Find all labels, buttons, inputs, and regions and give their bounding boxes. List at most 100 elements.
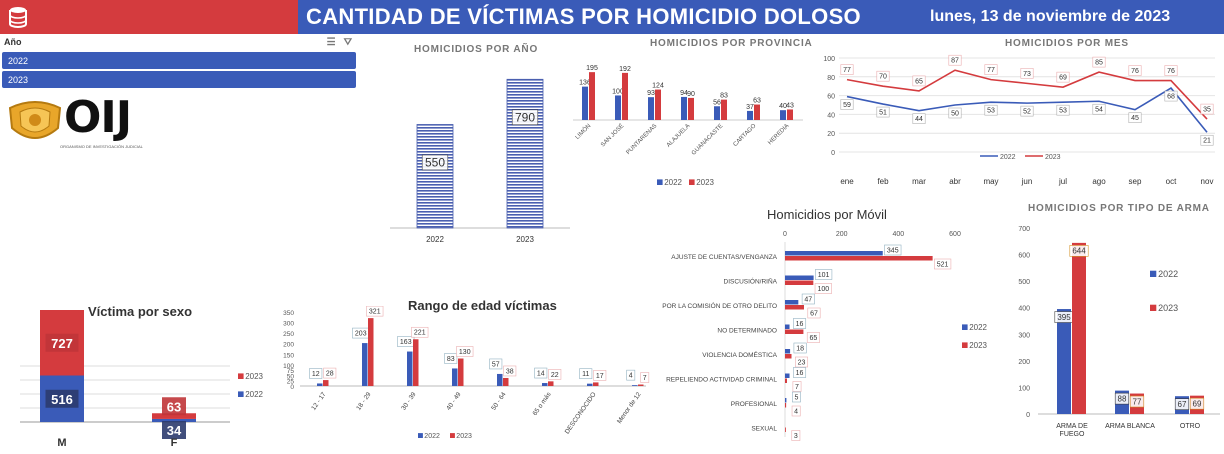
data-label-2022-6-box (792, 391, 801, 403)
bar-2022-3 (681, 96, 687, 120)
x-tick-3: 40 - 49 (445, 391, 463, 412)
data-label-2022-10-box (1200, 134, 1214, 146)
x-tick-6: HEREDIA (767, 123, 790, 146)
data-label-2023-10: 35 (1203, 107, 1211, 114)
data-label-2022-2: 44 (915, 116, 923, 123)
slicer-item-2023[interactable]: 2023 (2, 71, 356, 88)
legend-2023-label: 2023 (696, 178, 714, 187)
bar-2023-1 (785, 280, 814, 285)
bar-2023-4 (785, 354, 792, 359)
x-tick-200: 200 (836, 231, 848, 238)
data-label-2023-0: 644 (1072, 247, 1086, 256)
data-label-2022-3-box (948, 107, 962, 119)
data-label-2022-1: 51 (879, 110, 887, 117)
data-label-2022-1-box (1114, 392, 1130, 405)
data-label-2023-7-box (640, 372, 650, 383)
data-label-2023-9-box (1164, 65, 1178, 76)
data-label-2022-1-box (876, 106, 890, 118)
data-label-2023-2: 67 (810, 310, 818, 317)
bar-2022-1 (615, 95, 621, 120)
data-label-2023-3-box (806, 332, 820, 343)
y-tick-300: 300 (1018, 332, 1030, 339)
data-label-2022-0-box (840, 99, 854, 110)
data-label-2022-9: 68 (1167, 94, 1175, 101)
bar-2023-0 (323, 380, 329, 386)
bar-2022-1 (362, 343, 368, 386)
x-tick-ago: ago (1092, 177, 1106, 186)
data-label-2023-1: 321 (369, 309, 381, 316)
data-label-2023-1: 100 (817, 286, 829, 293)
data-label-2023-6-box (593, 370, 607, 381)
data-label-2023-F-box (162, 397, 186, 416)
data-label-2023-5-box (1020, 68, 1034, 79)
data-label-2022-1: 101 (818, 272, 830, 279)
data-label-2022-0-box (884, 244, 902, 256)
data-label-2022-1: 88 (1118, 394, 1127, 403)
x-tick-F: F (171, 437, 178, 449)
y-tick-100: 100 (1018, 385, 1030, 392)
chart-title-por-mes: HOMICIDIOS POR MES (1005, 38, 1129, 49)
legend-2023-swatch (238, 373, 244, 379)
data-label-2022-6: 11 (582, 371, 589, 378)
legend-2023-swatch (689, 179, 695, 185)
multi-select-icon[interactable]: ☰ (326, 36, 336, 48)
data-label-2022-1-box (815, 269, 833, 280)
bar-2022-3 (785, 324, 790, 329)
bar-2023 (506, 78, 544, 229)
x-tick-nov: nov (1201, 177, 1214, 186)
legend-2023-swatch (962, 342, 968, 348)
legend-2023-label: 2023 (1045, 154, 1061, 161)
legend-2022-swatch (657, 179, 663, 185)
bar-2023-4 (503, 377, 509, 386)
logo-text: OIJ (64, 92, 132, 143)
data-label-2023-2: 65 (915, 78, 923, 85)
bar-2023-6 (787, 109, 793, 120)
data-label-2022: 550 (425, 156, 445, 170)
legend-2022-label: 2022 (1158, 269, 1178, 279)
y-tick-400: 400 (1018, 306, 1030, 313)
data-label-2023-5: 63 (753, 98, 761, 105)
page-title: CANTIDAD DE VÍCTIMAS POR HOMICIDIO DOLOS… (306, 4, 861, 29)
data-label-2023: 790 (515, 110, 535, 124)
data-label-2022-6: 5 (794, 394, 798, 401)
data-label-2023-0-box (840, 64, 854, 75)
x-tick-4: 50 - 64 (490, 391, 508, 412)
legend-2023-label: 2023 (1158, 303, 1178, 313)
bar-2022-4 (714, 106, 720, 120)
data-label-2023-2: 124 (652, 83, 664, 90)
slicer-item-2022[interactable]: 2022 (2, 52, 356, 69)
bar-2022-5 (785, 373, 790, 378)
y-tick-80: 80 (827, 75, 835, 82)
legend-2023-swatch (450, 433, 455, 438)
chart-por-arma: 0 100 200 300 400 500 600 700 395 644 ARMA DEFUEGO… (1018, 226, 1220, 438)
chart-por-sexo: 516 727 M 34 63 F 2023 2022 (20, 310, 264, 449)
data-label-2022-3-box (793, 318, 807, 329)
data-label-2022-2: 163 (400, 339, 412, 346)
legend-2023-label: 2023 (245, 372, 263, 381)
data-label-2023-4: 77 (987, 67, 995, 74)
data-label-2022-2-box (912, 113, 926, 124)
data-label-2023-8-box (1128, 65, 1142, 76)
bar-2023-1 (622, 72, 628, 120)
data-label-2023-10-box (1200, 103, 1214, 115)
bar-2022-1 (785, 275, 814, 280)
year-slicer: Año ☰ ⛛ 2022 2023 (0, 34, 358, 96)
data-label-2023-5-box (548, 369, 562, 380)
bar-2023-5 (548, 381, 554, 386)
x-tick-2: OTRO (1180, 423, 1201, 430)
x-tick-1: SAN JOSÉ (599, 122, 625, 148)
slicer-header: Año ☰ ⛛ (0, 34, 358, 50)
bar-2022-2 (785, 300, 799, 305)
x-tick-5: CARTAGO (733, 123, 758, 148)
data-label-2022-0: 12 (312, 371, 320, 378)
data-label-2023-3: 130 (459, 349, 471, 356)
data-label-2023-4: 23 (798, 359, 806, 366)
clear-filter-icon[interactable]: ⛛ (343, 36, 352, 48)
data-label-2022-6: 53 (1059, 108, 1067, 115)
data-label-2023-0: 195 (586, 65, 598, 72)
chart-title-por-provincia: HOMICIDIOS POR PROVINCIA (650, 38, 813, 49)
legend-2022-label: 2022 (664, 178, 682, 187)
data-label-2022-2: 67 (1178, 400, 1187, 409)
y-tick-20: 20 (827, 131, 835, 138)
y-tick-500: 500 (1018, 279, 1030, 286)
